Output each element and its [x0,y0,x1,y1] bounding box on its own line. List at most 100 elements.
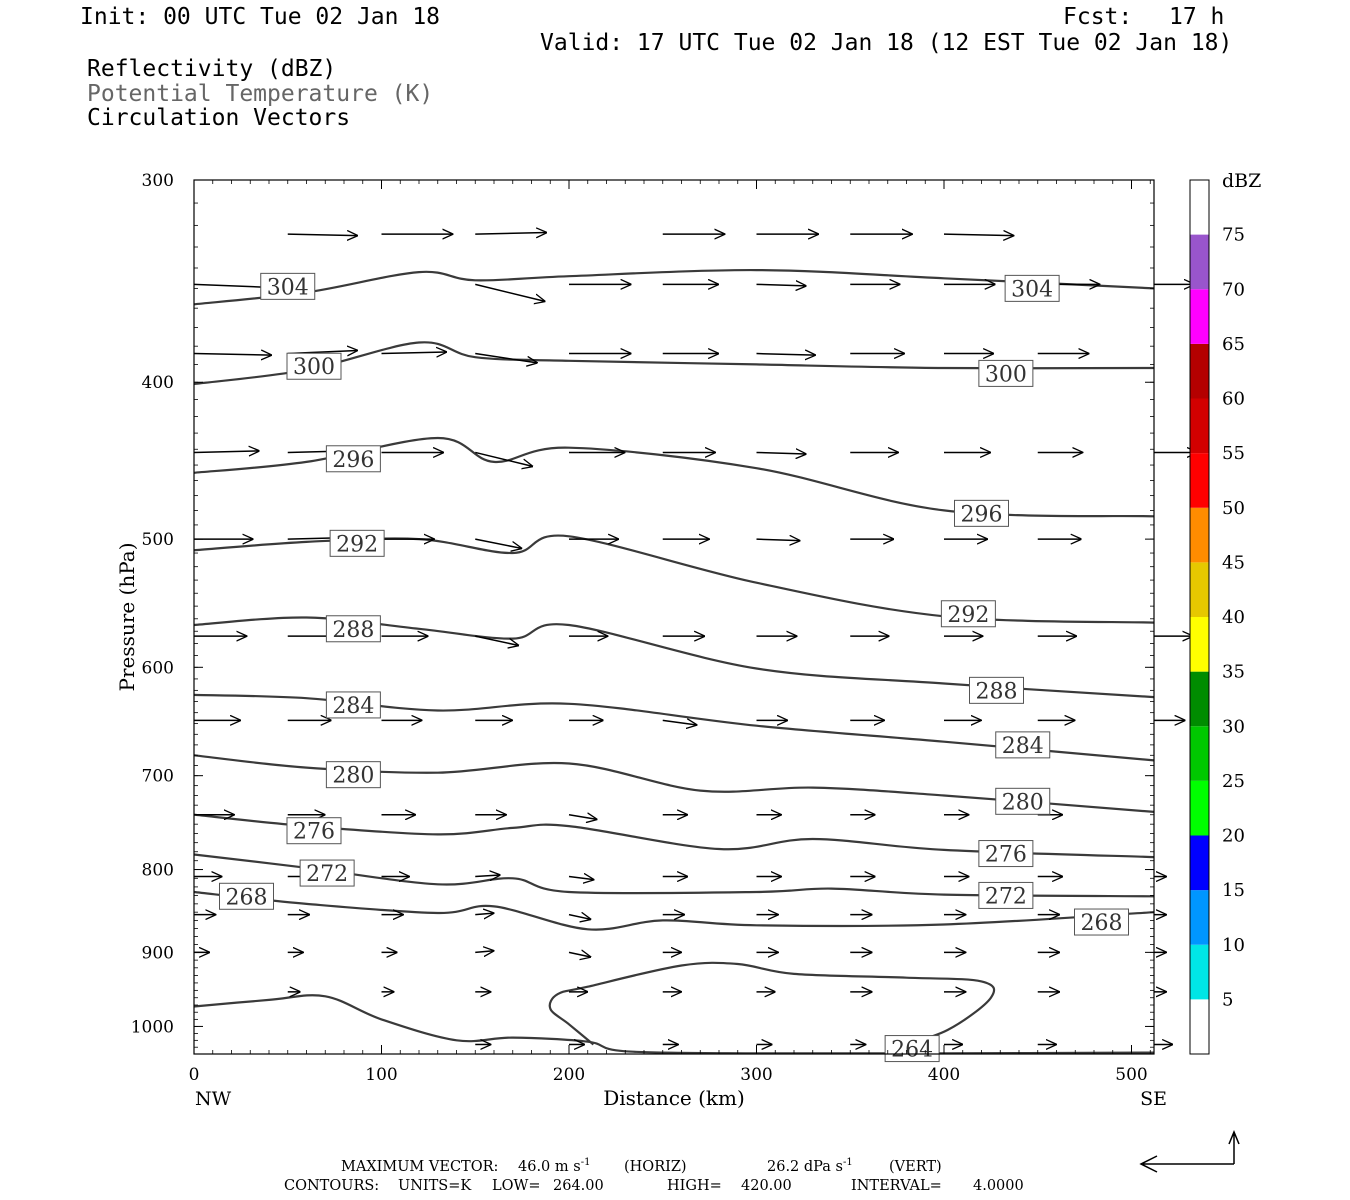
y-tick-label: 1000 [131,1017,174,1037]
endpoint-left-label: NW [195,1088,232,1110]
y-tick-label: 500 [142,530,174,550]
colorbar-frame [1189,179,1210,1055]
y-tick-label: 800 [142,861,174,881]
contour-label: 296 [332,448,374,473]
valid-time: Valid: 17 UTC Tue 02 Jan 18 (12 EST Tue … [540,30,1233,56]
contour-label: 280 [332,764,374,789]
theta-contours [193,268,1155,1055]
plot-frame [193,179,1155,1055]
colorbar-swatch [1190,835,1209,891]
colorbar-label: 10 [1222,935,1245,956]
vector-arrow [568,952,591,957]
colorbar-label: 5 [1222,989,1233,1010]
contour-label: 292 [336,532,378,557]
colorbar-swatch [1190,507,1209,563]
colorbar-unit: dBZ [1222,170,1261,192]
colorbar-swatch [1190,890,1209,945]
footer-units: UNITS=K [398,1178,472,1194]
colorbar-label: 30 [1222,716,1245,737]
vector-arrow [475,913,494,915]
colorbar-label: 25 [1222,771,1245,792]
minor-ticks [193,180,1154,1055]
vector-arrow [475,635,518,645]
contour-label-box [978,840,1034,868]
footer-interval-label: INTERVAL= [851,1178,942,1194]
vector-arrow [475,233,546,235]
contour-label: 300 [293,355,335,380]
contour-label: 296 [961,502,1003,527]
contour-label: 268 [1081,911,1123,936]
contour-label: 292 [947,603,989,628]
contour-label-box [329,529,385,557]
contour-276 [193,813,1155,859]
colorbar-swatch [1190,289,1209,344]
contour-label: 300 [985,362,1027,387]
colorbar-swatch [1190,726,1209,781]
field-potential-temperature: Potential Temperature (K) [87,81,434,107]
contour-label-box [978,359,1034,387]
x-tick-label: 500 [1115,1065,1147,1085]
colorbar-label: 20 [1222,826,1245,847]
colorbar-label: 60 [1222,389,1245,410]
contour-label-box [325,691,381,719]
contour-label-box [325,761,381,789]
contour-label-box [884,1035,940,1063]
vector-arrow [662,720,697,725]
y-axis-label: Pressure (hPa) [115,543,139,692]
colorbar-swatch [1190,671,1209,727]
contour-label: 276 [985,843,1027,868]
x-axis-ticks: 0 100 200 300 400 500 [189,180,1148,1085]
contour-label-box [978,881,1034,909]
x-tick-label: 400 [928,1065,960,1085]
vector-arrow [475,875,500,877]
reference-vector-horizontal [1139,1155,1234,1173]
field-reflectivity: Reflectivity (dBZ) [87,56,337,82]
vector-arrow [756,284,807,286]
reference-vector-vertical [1228,1130,1240,1164]
footer-low-label: LOW= [492,1178,541,1194]
contour-label: 272 [985,884,1027,909]
contour-label-box [299,859,355,887]
contour-label-box [1074,908,1129,936]
colorbar-swatch [1190,234,1209,290]
colorbar-swatch [1190,343,1209,399]
contour-label-box [969,676,1024,704]
contour-label: 280 [1002,790,1044,815]
footer-contours-label: CONTOURS: [284,1178,379,1194]
vector-arrow [756,354,816,356]
reflectivity-colorbar: 5 10 15 20 25 30 35 40 45 50 55 60 65 70 75 [1189,179,1245,1055]
footer-vert-exp: -1 [843,1157,853,1168]
colorbar-label: 55 [1222,443,1245,464]
contour-label: 276 [293,820,335,845]
vector-arrow [381,352,447,354]
colorbar-swatch [1190,780,1209,836]
vector-arrow [193,284,272,287]
contour-label: 264 [891,1038,933,1063]
vector-arrow [287,234,358,236]
contour-label-box [286,817,342,845]
contour-264 [548,961,996,1049]
y-tick-label: 600 [142,658,174,678]
colorbar-label: 15 [1222,880,1245,901]
contour-label: 288 [332,618,374,643]
footer-interval-value: 4.0000 [973,1178,1024,1194]
reference-vector [1139,1130,1240,1173]
endpoint-right-label: SE [1140,1088,1167,1110]
contour-284 [193,693,1155,762]
vector-arrow [568,877,594,880]
vector-arrow [193,354,272,356]
contour-label: 284 [1002,734,1044,759]
contour-label: 268 [226,885,268,910]
x-tick-label: 300 [740,1065,772,1085]
x-axis-label: Distance (km) [603,1086,745,1110]
vector-arrow [756,452,807,454]
field-circulation-vectors: Circulation Vectors [87,105,351,131]
vector-arrow [568,815,597,820]
footer-low-value: 264.00 [553,1178,604,1194]
y-tick-label: 300 [142,171,174,191]
footer-max-vector: MAXIMUM VECTOR: 46.0 m s-1 (HORIZ) 26.2 … [284,1157,1024,1194]
forecast-hour-label: Fcst: [1063,4,1133,30]
footer-high-label: HIGH= [667,1178,722,1194]
x-tick-label: 200 [553,1065,585,1085]
contour-label-box [954,499,1009,527]
